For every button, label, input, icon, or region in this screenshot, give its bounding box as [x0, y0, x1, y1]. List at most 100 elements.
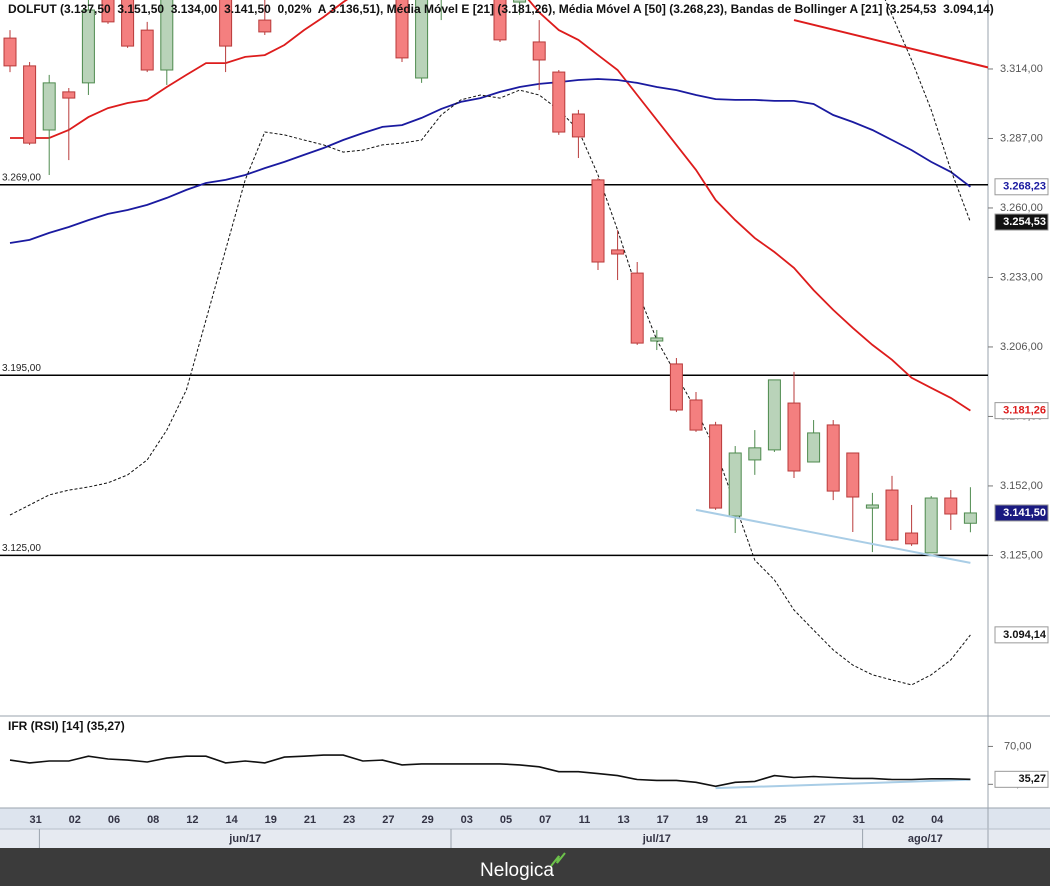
candle-body	[219, 0, 233, 47]
average-line	[9, 78, 971, 244]
x-tick-label: 07	[539, 814, 551, 826]
candle-body	[650, 337, 664, 342]
candle-body	[532, 41, 546, 61]
price-label-box	[994, 402, 1049, 420]
rsi-plot	[9, 754, 971, 790]
x-tick-label: 29	[421, 814, 433, 826]
candle-body	[101, 0, 115, 23]
candle-body	[865, 504, 879, 509]
y-tick-label: 3.287,00	[1000, 132, 1043, 144]
candle-body	[807, 432, 821, 463]
x-tick-label: 31	[29, 814, 41, 826]
background	[0, 0, 1050, 848]
x-tick-label: 27	[382, 814, 394, 826]
month-label: jul/17	[642, 833, 671, 845]
month-label: jun/17	[228, 833, 261, 845]
candle-body	[709, 424, 723, 509]
level-label: 3.195,00	[2, 363, 41, 374]
price-label-box	[994, 178, 1049, 196]
price-label-box	[994, 626, 1049, 644]
x-tick-label: 04	[931, 814, 944, 826]
logo-icon	[550, 852, 566, 867]
average-line	[10, 0, 971, 412]
candle-body	[905, 532, 919, 545]
candle-body	[748, 447, 762, 461]
price-label: 35,27	[1018, 773, 1046, 785]
x-tick-label: 06	[108, 814, 120, 826]
x-tick-label: 23	[343, 814, 355, 826]
band-line	[9, 89, 971, 686]
candle-body	[258, 19, 272, 33]
candle-body	[121, 0, 135, 47]
price-label-box	[994, 504, 1049, 522]
y-tick-label: 3.152,00	[1000, 480, 1043, 492]
price-label-box	[994, 213, 1049, 231]
candle-body	[81, 9, 95, 84]
x-tick-label: 19	[696, 814, 708, 826]
trendline	[695, 508, 971, 564]
candle-body	[140, 29, 154, 71]
x-tick-label: 12	[186, 814, 198, 826]
price-label-box	[994, 770, 1049, 788]
candle-body	[885, 489, 899, 541]
x-tick-label: 31	[853, 814, 865, 826]
candle-body	[160, 0, 174, 71]
y-tick-label: 3.314,00	[1000, 63, 1043, 75]
price-label: 3.141,50	[1003, 507, 1046, 519]
candle-body	[3, 37, 17, 67]
candle-body	[728, 452, 742, 517]
x-tick-label: 27	[813, 814, 825, 826]
x-tick-label: 03	[461, 814, 473, 826]
x-tick-label: 02	[892, 814, 904, 826]
month-row	[0, 829, 1050, 848]
x-tick-label: 08	[147, 814, 159, 826]
rsi-title: IFR (RSI) [14] (35,27)	[8, 719, 125, 733]
candle-body	[630, 272, 644, 344]
price-label: 3.181,26	[1003, 405, 1046, 417]
x-tick-label: 11	[579, 814, 591, 826]
candle-body	[62, 91, 76, 99]
x-tick-label: 25	[774, 814, 786, 826]
y-tick-label: 3.260,00	[1000, 202, 1043, 214]
x-tick-label: 21	[735, 814, 747, 826]
candle-body	[591, 179, 605, 263]
band-line	[884, 0, 971, 223]
level-label: 3.125,00	[2, 543, 41, 554]
candle-body	[552, 71, 566, 133]
price-plot: 3.269,00 3.195,00 3.125,00	[0, 0, 988, 686]
trendline	[715, 778, 971, 790]
candle-body	[611, 249, 625, 255]
date-row	[0, 808, 1050, 829]
trendline	[793, 19, 988, 69]
x-tick-label: 19	[265, 814, 277, 826]
footer-logo: Nelogica	[480, 860, 554, 881]
candle-body	[767, 379, 781, 451]
y-tick-label: 3.206,00	[1000, 341, 1043, 353]
x-tick-label: 13	[617, 814, 629, 826]
candle-body	[826, 424, 840, 492]
candle-body	[787, 402, 801, 472]
price-label: 3.094,14	[1003, 629, 1047, 641]
candle-body	[689, 399, 703, 431]
y-tick-label: 3.233,00	[1000, 271, 1043, 283]
month-label: ago/17	[908, 833, 943, 845]
x-tick-label: 05	[500, 814, 512, 826]
candle-body	[571, 113, 585, 138]
candle-body	[669, 363, 683, 411]
candle-body	[846, 452, 860, 498]
candle-body	[42, 82, 56, 131]
x-tick-label: 14	[225, 814, 238, 826]
rsi-line	[9, 754, 971, 788]
chart-title: DOLFUT (3.137,50 3.151,50 3.134,00 3.141…	[8, 2, 994, 16]
x-tick-label: 17	[657, 814, 669, 826]
y-tick-label: 3.125,00	[1000, 549, 1043, 561]
candle-body	[963, 512, 977, 524]
candle-body	[924, 497, 938, 554]
candle-body	[395, 0, 409, 59]
x-tick-label: 02	[69, 814, 81, 826]
candle-body	[944, 497, 958, 515]
candle-body	[513, 0, 527, 3]
x-tick-label: 21	[304, 814, 316, 826]
